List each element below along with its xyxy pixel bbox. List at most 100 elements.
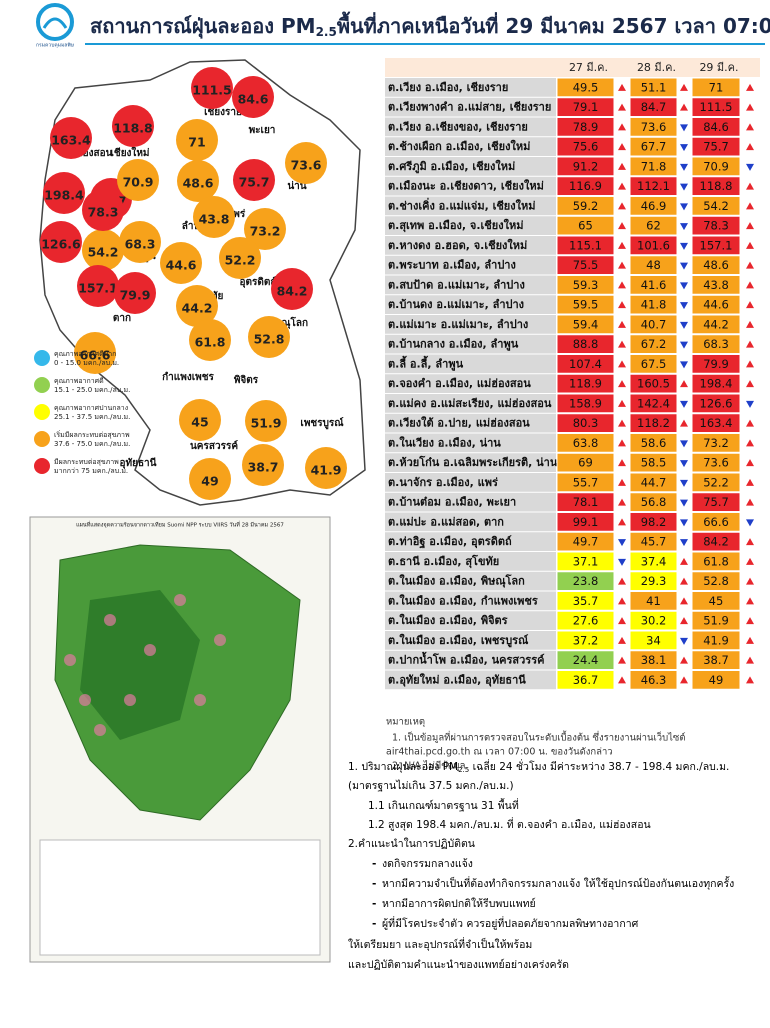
station-cell	[385, 236, 556, 255]
province-label: กำแพงเพชร	[162, 371, 214, 383]
bubble-value: 66.6	[80, 348, 111, 363]
station-bubble	[219, 237, 261, 279]
legend-label: คุณภาพอากาศดี	[54, 377, 104, 385]
legend-range: มากกว่า 75 มคก./ลบ.ม.	[54, 467, 128, 475]
advice-title: 2.คำแนะนำในการปฏิบัติตน	[348, 837, 475, 850]
summary-line: 1.1 เกินเกณฑ์มาตรฐาน 31 พื้นที่	[368, 798, 519, 812]
value-text: 98.2	[641, 515, 667, 529]
value-cell	[629, 373, 678, 394]
legend-range: 0 - 15.0 มคก./ลบ.ม.	[54, 359, 119, 367]
trend-arrow	[618, 539, 626, 547]
value-text: 46.9	[641, 199, 667, 213]
bubble-value: 73.6	[291, 158, 322, 173]
bubble-value: 44.2	[182, 301, 213, 316]
value-cell	[629, 255, 678, 275]
trend-arrow	[746, 222, 754, 230]
value-cell	[691, 196, 741, 216]
value-cell	[556, 176, 615, 196]
station-bubble	[119, 221, 161, 263]
station-bubble	[77, 265, 119, 307]
trend-arrow	[680, 419, 688, 427]
trend-arrow	[618, 597, 626, 605]
value-cell	[691, 630, 741, 651]
value-text: 35.7	[573, 594, 599, 608]
value-cell	[556, 334, 615, 354]
value-text: 67.5	[641, 357, 667, 371]
bubble-value: 70.9	[123, 175, 154, 190]
value-text: 59.5	[573, 298, 599, 312]
station-name: ต.ในเมือง อ.เมือง, เพชรบูรณ์	[388, 633, 529, 648]
value-text: 38.1	[641, 653, 667, 667]
trend-arrow	[680, 282, 688, 290]
station-cell	[385, 413, 556, 433]
summary-line: 1. ปริมาณฝุ่นละออง PM2.5 เฉลี่ย 24 ชั่วโ…	[348, 759, 729, 774]
value-cell	[629, 571, 678, 591]
trend-arrow	[618, 202, 626, 210]
station-bubble	[189, 458, 231, 500]
trend-arrow	[618, 320, 626, 328]
legend-swatch	[34, 431, 50, 447]
value-text: 70.9	[703, 159, 729, 173]
station-name: ต.ช้างเผือก อ.เมือง, เชียงใหม่	[388, 139, 530, 153]
bubble-value: 157.1	[78, 281, 118, 296]
trend-arrow	[680, 440, 688, 448]
value-text: 52.8	[703, 574, 729, 588]
province-label: พะเยา	[249, 125, 276, 136]
value-text: 71	[709, 80, 724, 94]
value-text: 71.8	[641, 159, 667, 173]
trend-arrow	[680, 163, 688, 171]
trend-arrow	[746, 676, 754, 684]
station-name: ต.เมืองนะ อ.เชียงดาว, เชียงใหม่	[388, 179, 544, 193]
value-cell	[691, 531, 741, 552]
trend-arrow	[680, 203, 688, 211]
trend-arrow	[618, 123, 626, 131]
station-cell	[385, 275, 556, 295]
value-cell	[691, 215, 741, 236]
station-cell	[385, 78, 556, 97]
station-name: ต.เวียง อ.เมือง, เชียงราย	[388, 81, 508, 94]
trend-arrow	[680, 302, 688, 310]
value-cell	[691, 176, 741, 196]
station-cell	[385, 571, 556, 591]
value-text: 46.3	[641, 673, 667, 687]
station-bubble	[305, 447, 347, 489]
value-text: 73.2	[703, 436, 729, 450]
value-cell	[629, 650, 678, 670]
station-cell	[385, 631, 556, 650]
station-name: ต.เวียงพางคำ อ.แม่สาย, เชียงราย	[388, 101, 551, 114]
trend-arrow	[680, 577, 688, 585]
value-cell	[629, 136, 678, 157]
value-text: 78.1	[573, 495, 599, 509]
trend-arrow	[746, 439, 754, 447]
value-text: 56.8	[641, 495, 667, 509]
title: สถานการณ์ฝุ่นละออง PM2.5พื้นที่ภาคเหนือว…	[90, 11, 770, 39]
value-cell	[629, 630, 678, 651]
station-bubble	[177, 160, 219, 202]
legend-swatch	[34, 458, 50, 474]
bullet-mark: -	[372, 878, 376, 890]
trend-arrow	[680, 597, 688, 605]
bubble-value: 118.8	[113, 121, 153, 136]
summary-line: (มาตรฐานไม่เกิน 37.5 มคก./ลบ.ม.)	[348, 779, 514, 792]
trend-arrow	[618, 399, 626, 407]
value-cell	[556, 97, 615, 117]
trend-arrow	[618, 103, 626, 111]
trend-arrow	[746, 459, 754, 467]
trend-arrow	[746, 636, 754, 644]
value-cell	[691, 393, 741, 414]
value-text: 49.7	[573, 535, 599, 549]
trend-arrow	[746, 143, 754, 151]
station-cell	[385, 117, 556, 137]
trend-arrow	[746, 498, 754, 506]
legend-label: เริ่มมีผลกระทบต่อสุขภาพ	[54, 430, 130, 439]
value-text: 75.7	[703, 495, 729, 509]
trend-arrow	[618, 617, 626, 625]
station-name: ต.สุเทพ อ.เมือง, จ.เชียงใหม่	[388, 218, 523, 233]
bubble-value: 163.4	[51, 133, 91, 148]
province-label: อุตรดิตถ์	[240, 276, 277, 288]
value-text: 30.2	[641, 614, 667, 628]
trend-arrow	[746, 656, 754, 664]
trend-arrow	[680, 83, 688, 91]
station-cell	[385, 433, 556, 453]
